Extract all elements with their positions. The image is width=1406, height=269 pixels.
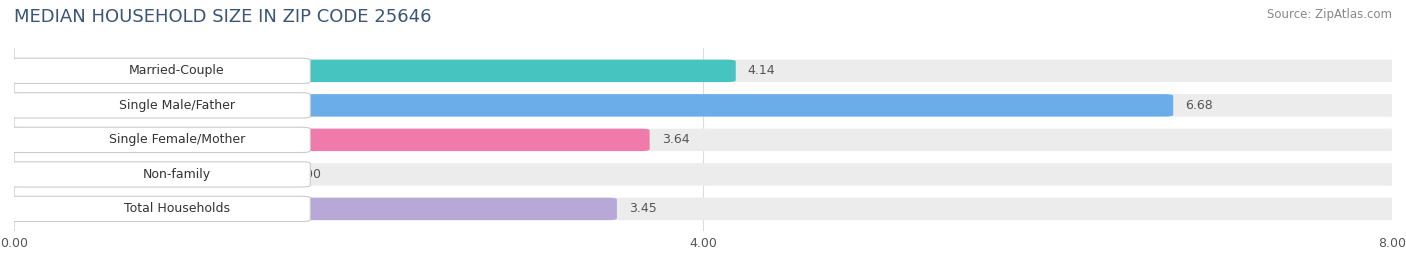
FancyBboxPatch shape — [6, 60, 1400, 82]
FancyBboxPatch shape — [6, 163, 281, 186]
FancyBboxPatch shape — [8, 93, 311, 118]
FancyBboxPatch shape — [6, 198, 1400, 220]
FancyBboxPatch shape — [6, 94, 1400, 116]
Text: 6.68: 6.68 — [1185, 99, 1213, 112]
Text: 0.00: 0.00 — [292, 168, 321, 181]
Text: 4.14: 4.14 — [748, 64, 775, 77]
FancyBboxPatch shape — [8, 127, 311, 153]
Text: Married-Couple: Married-Couple — [129, 64, 225, 77]
Text: 3.64: 3.64 — [662, 133, 689, 146]
Text: 3.45: 3.45 — [628, 202, 657, 215]
FancyBboxPatch shape — [8, 196, 311, 222]
Text: Single Female/Mother: Single Female/Mother — [108, 133, 245, 146]
FancyBboxPatch shape — [6, 163, 1400, 186]
Text: Total Households: Total Households — [124, 202, 229, 215]
FancyBboxPatch shape — [6, 94, 1173, 116]
FancyBboxPatch shape — [6, 129, 650, 151]
FancyBboxPatch shape — [6, 198, 617, 220]
Text: MEDIAN HOUSEHOLD SIZE IN ZIP CODE 25646: MEDIAN HOUSEHOLD SIZE IN ZIP CODE 25646 — [14, 8, 432, 26]
Text: Source: ZipAtlas.com: Source: ZipAtlas.com — [1267, 8, 1392, 21]
FancyBboxPatch shape — [6, 60, 735, 82]
FancyBboxPatch shape — [8, 58, 311, 83]
FancyBboxPatch shape — [6, 129, 1400, 151]
Text: Non-family: Non-family — [143, 168, 211, 181]
Text: Single Male/Father: Single Male/Father — [120, 99, 235, 112]
FancyBboxPatch shape — [8, 162, 311, 187]
